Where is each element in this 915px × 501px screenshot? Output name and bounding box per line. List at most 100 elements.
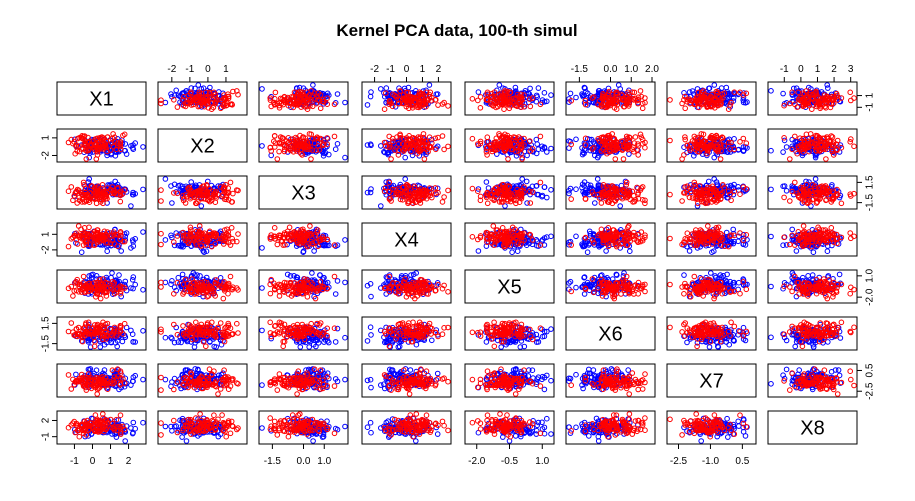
point [637, 88, 644, 94]
panel-3-5 [464, 175, 555, 210]
point [505, 156, 511, 162]
point [367, 93, 374, 100]
point [285, 102, 292, 109]
variable-label: X2 [190, 136, 214, 158]
point [509, 249, 515, 255]
point [514, 248, 521, 254]
point [787, 198, 793, 204]
point [173, 87, 179, 94]
point [320, 91, 327, 97]
point [617, 203, 624, 209]
point [706, 178, 712, 185]
point [104, 248, 110, 254]
point [783, 144, 790, 150]
point [399, 97, 406, 104]
point [740, 135, 747, 142]
point [426, 82, 433, 88]
point [573, 186, 579, 192]
point [594, 176, 601, 182]
point [780, 90, 786, 97]
point [180, 102, 187, 109]
point [162, 99, 169, 106]
point [469, 185, 476, 192]
point [524, 152, 530, 159]
panel-2-6 [565, 128, 656, 163]
point [848, 97, 854, 104]
point [851, 95, 857, 101]
panel-2-4 [361, 128, 452, 163]
point [230, 88, 236, 95]
point [439, 199, 446, 205]
panel-2-7 [666, 128, 757, 163]
point [667, 191, 673, 198]
point [301, 101, 307, 107]
panel-3-6 [565, 175, 656, 210]
point [824, 82, 831, 88]
panel-1-7 [666, 81, 757, 116]
panel-2-3 [258, 128, 349, 163]
panel-frame [258, 81, 349, 116]
point [823, 156, 829, 162]
point [711, 82, 718, 88]
point [193, 98, 200, 104]
chart-title: Kernel PCA data, 100-th simul [336, 21, 577, 40]
point [212, 101, 218, 107]
point [723, 84, 730, 91]
point [259, 86, 265, 92]
panel-3-7 [666, 175, 757, 210]
point [402, 154, 409, 161]
point [667, 137, 673, 144]
point [406, 105, 412, 112]
point [291, 89, 298, 96]
point [368, 89, 374, 95]
panel-1-3 [258, 81, 349, 116]
variable-label: X1 [89, 89, 113, 111]
point [171, 97, 177, 103]
point [158, 241, 164, 248]
point [342, 237, 348, 243]
point [180, 97, 186, 103]
point [548, 145, 554, 152]
panel-2-5 [464, 128, 555, 163]
point [537, 133, 544, 140]
point [229, 235, 235, 242]
panel-3-1 [56, 175, 147, 210]
point [435, 102, 441, 108]
point [334, 91, 341, 97]
point [501, 106, 507, 112]
point [198, 94, 205, 100]
point [169, 200, 175, 206]
point [128, 203, 134, 209]
point [439, 133, 446, 139]
point [203, 89, 209, 96]
panel-1-4 [361, 81, 452, 116]
point [220, 103, 227, 110]
point [65, 139, 72, 146]
point [728, 197, 734, 204]
point [383, 85, 390, 91]
point [309, 103, 316, 110]
point [299, 89, 306, 96]
point [639, 105, 646, 112]
panel-3-4 [361, 175, 452, 210]
point [304, 103, 310, 110]
point [537, 179, 544, 186]
point [342, 99, 348, 106]
point [271, 225, 278, 231]
point [434, 91, 441, 97]
point [235, 231, 241, 237]
point [768, 147, 774, 154]
point [212, 94, 218, 100]
point [293, 100, 300, 106]
point [396, 85, 402, 91]
point [598, 200, 605, 206]
point [383, 90, 389, 96]
point [592, 200, 598, 206]
point [195, 82, 202, 88]
point [812, 176, 819, 182]
point [711, 154, 718, 161]
panel-4-5 [464, 222, 555, 257]
panel-2-2: X2 [157, 128, 248, 163]
panel-4-1 [56, 222, 147, 257]
